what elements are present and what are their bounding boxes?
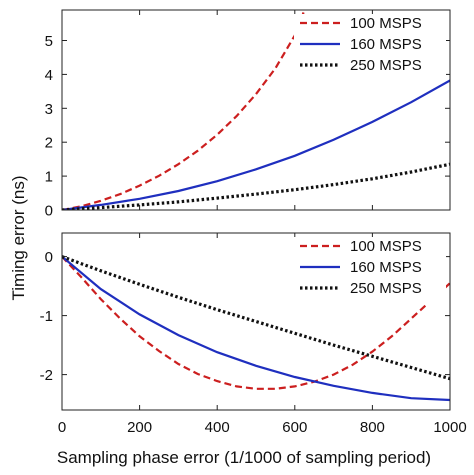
series-group bbox=[62, 255, 450, 402]
axes-frame bbox=[61, 9, 451, 211]
x-tick-label: 600 bbox=[282, 419, 307, 436]
x-tick-label: 800 bbox=[360, 419, 385, 436]
legend-background bbox=[294, 14, 446, 81]
y-tick-label: 5 bbox=[45, 33, 53, 50]
y-tick-label: 2 bbox=[45, 135, 53, 152]
legend-background bbox=[294, 237, 446, 304]
y-tick-label: 0 bbox=[45, 203, 53, 220]
top-panel: 0 1 2 3 4 5 100 MSPS 160 MSPS 250 MSPS bbox=[45, 9, 451, 220]
series-line-100-msps bbox=[62, 10, 306, 210]
bottom-panel: 0 200 400 600 800 1000 -2 -1 0 100 MSPS 160 MSPS 25… bbox=[40, 232, 467, 436]
series-line-250-msps bbox=[62, 162, 450, 210]
series-group bbox=[62, 10, 450, 210]
legend: 100 MSPS 160 MSPS 250 MSPS bbox=[294, 237, 446, 304]
y-tick-label: -2 bbox=[40, 367, 53, 384]
legend-label: 160 MSPS bbox=[350, 259, 422, 276]
y-axis-label: Timing error (ns) bbox=[9, 176, 28, 301]
legend-label: 250 MSPS bbox=[350, 280, 422, 297]
x-tick-label: 200 bbox=[127, 419, 152, 436]
series-line-160-msps bbox=[62, 79, 450, 210]
x-tick-label: 400 bbox=[205, 419, 230, 436]
y-tick-label: 1 bbox=[45, 169, 53, 186]
legend-label: 250 MSPS bbox=[350, 57, 422, 74]
x-tick-label: 1000 bbox=[433, 419, 466, 436]
x-axis-label: Sampling phase error (1/1000 of sampling… bbox=[57, 448, 431, 467]
axes-frame bbox=[61, 232, 451, 411]
legend-label: 160 MSPS bbox=[350, 36, 422, 53]
y-tick-label: 3 bbox=[45, 101, 53, 118]
series-line-160-msps bbox=[62, 255, 450, 402]
x-tick-label: 0 bbox=[58, 419, 66, 436]
legend-label: 100 MSPS bbox=[350, 238, 422, 255]
y-tick-label: 4 bbox=[45, 67, 53, 84]
legend-label: 100 MSPS bbox=[350, 15, 422, 32]
y-tick-label: -1 bbox=[40, 308, 53, 325]
legend: 100 MSPS 160 MSPS 250 MSPS bbox=[294, 14, 446, 81]
series-line-100-msps bbox=[62, 255, 450, 390]
y-tick-label: 0 bbox=[45, 249, 53, 266]
